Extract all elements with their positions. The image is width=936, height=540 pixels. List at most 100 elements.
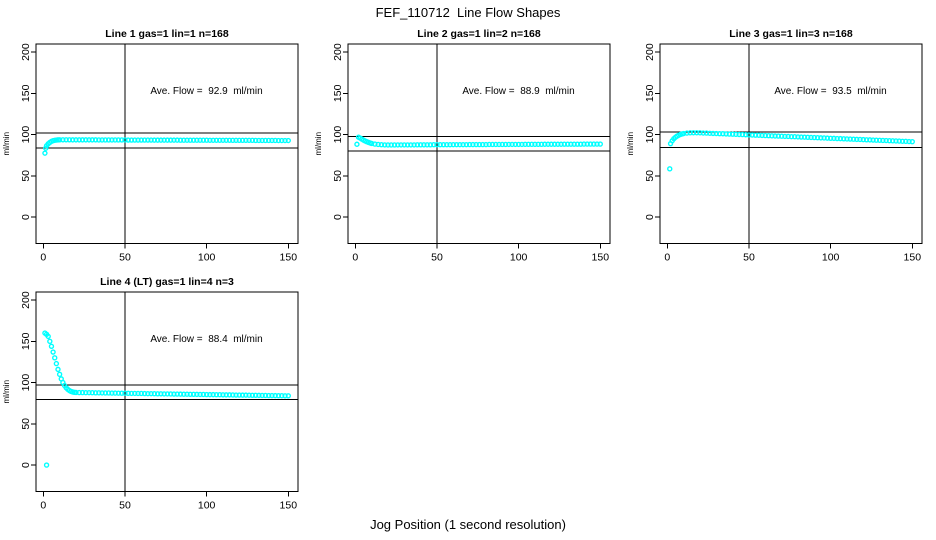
avg-flow-annotation: Ave. Flow = 88.9 ml/min [462,86,575,97]
data-point [512,141,519,148]
data-point [109,390,115,396]
data-point [56,371,63,378]
data-point [867,137,873,143]
data-point [243,137,249,144]
data-point [354,141,360,147]
data-point [519,141,525,148]
subplot-title: Line 3 gas=1 lin=3 n=168 [729,28,853,40]
data-point [200,137,207,143]
plot-area: 0 50 100 150 200 0 50 100 150 ml/min [626,43,923,264]
data-point [105,137,112,143]
data-point [535,141,541,148]
data-point [115,137,122,143]
data-point [827,135,834,141]
x-axis-label: Jog Position (1 second resolution) [370,517,566,532]
data-point [135,390,141,397]
data-point [141,390,148,397]
data-point [246,137,252,144]
data-point [109,137,115,143]
data-point [581,141,587,147]
data-point [138,137,144,143]
data-point [63,137,69,143]
data-point [66,137,73,143]
data-point [723,131,729,137]
data-point [870,137,876,143]
data-point [76,389,82,396]
data-point [893,138,899,144]
data-point [555,141,561,147]
subplot-title: Line 4 (LT) gas=1 lin=4 n=3 [100,276,234,288]
data-point [181,137,187,143]
data-point [112,137,118,143]
data-point [466,141,473,148]
data-point [282,137,288,144]
x-tick-label: 100 [510,252,528,264]
data-point [194,137,200,143]
data-points [42,137,291,156]
data-point [230,137,236,144]
y-tick-label: 50 [20,418,32,430]
y-tick-label: 50 [332,170,344,182]
data-point [558,141,564,147]
x-axis-ticks: 0 50 100 150 [40,491,298,512]
data-point [847,136,853,142]
data-point [381,142,388,148]
x-tick-label: 0 [40,252,46,264]
x-tick-label: 50 [119,252,131,264]
data-point [272,137,278,144]
data-point [775,133,782,139]
data-point [151,137,158,143]
data-point [571,141,577,147]
data-point [713,130,719,137]
data-point [850,136,857,142]
data-points [354,134,603,148]
data-point [213,392,220,398]
x-tick-label: 100 [198,252,216,264]
data-point [876,137,883,143]
data-point [45,333,51,340]
data-point [746,132,752,138]
x-tick-label: 0 [352,252,358,264]
data-point [53,360,60,367]
data-point [249,392,256,398]
data-point [574,141,581,147]
data-point [463,141,470,148]
data-point [207,391,213,398]
data-point [687,130,693,136]
data-point [909,138,915,145]
data-point [873,137,880,143]
data-point [401,142,407,148]
data-point [808,134,814,141]
data-point [269,137,275,144]
data-point [736,131,742,138]
data-point [903,138,909,145]
data-point [805,134,811,141]
figure-title: FEF_110712 Line Flow Shapes [375,5,561,20]
data-point [279,393,285,399]
data-point [259,137,265,144]
data-point [821,135,827,141]
x-tick-label: 150 [280,500,298,512]
y-tick-label: 50 [644,170,656,182]
data-point [145,390,151,397]
data-point [73,137,79,143]
x-tick-label: 100 [198,500,216,512]
data-point [440,142,447,148]
data-point [256,137,262,144]
data-point [424,142,430,148]
data-point [200,391,207,398]
data-point [42,150,48,156]
y-axis-ticks: 0 50 100 150 200 [20,291,36,468]
data-point [220,137,226,143]
data-point [167,391,174,397]
data-point [863,137,870,143]
data-point [880,137,886,144]
data-point [568,141,574,147]
avg-flow-annotation: Ave. Flow = 93.5 ml/min [774,86,887,97]
data-point [385,142,391,148]
data-point [577,141,584,147]
x-tick-label: 0 [664,252,670,264]
data-point [756,132,762,138]
data-point [752,132,759,138]
